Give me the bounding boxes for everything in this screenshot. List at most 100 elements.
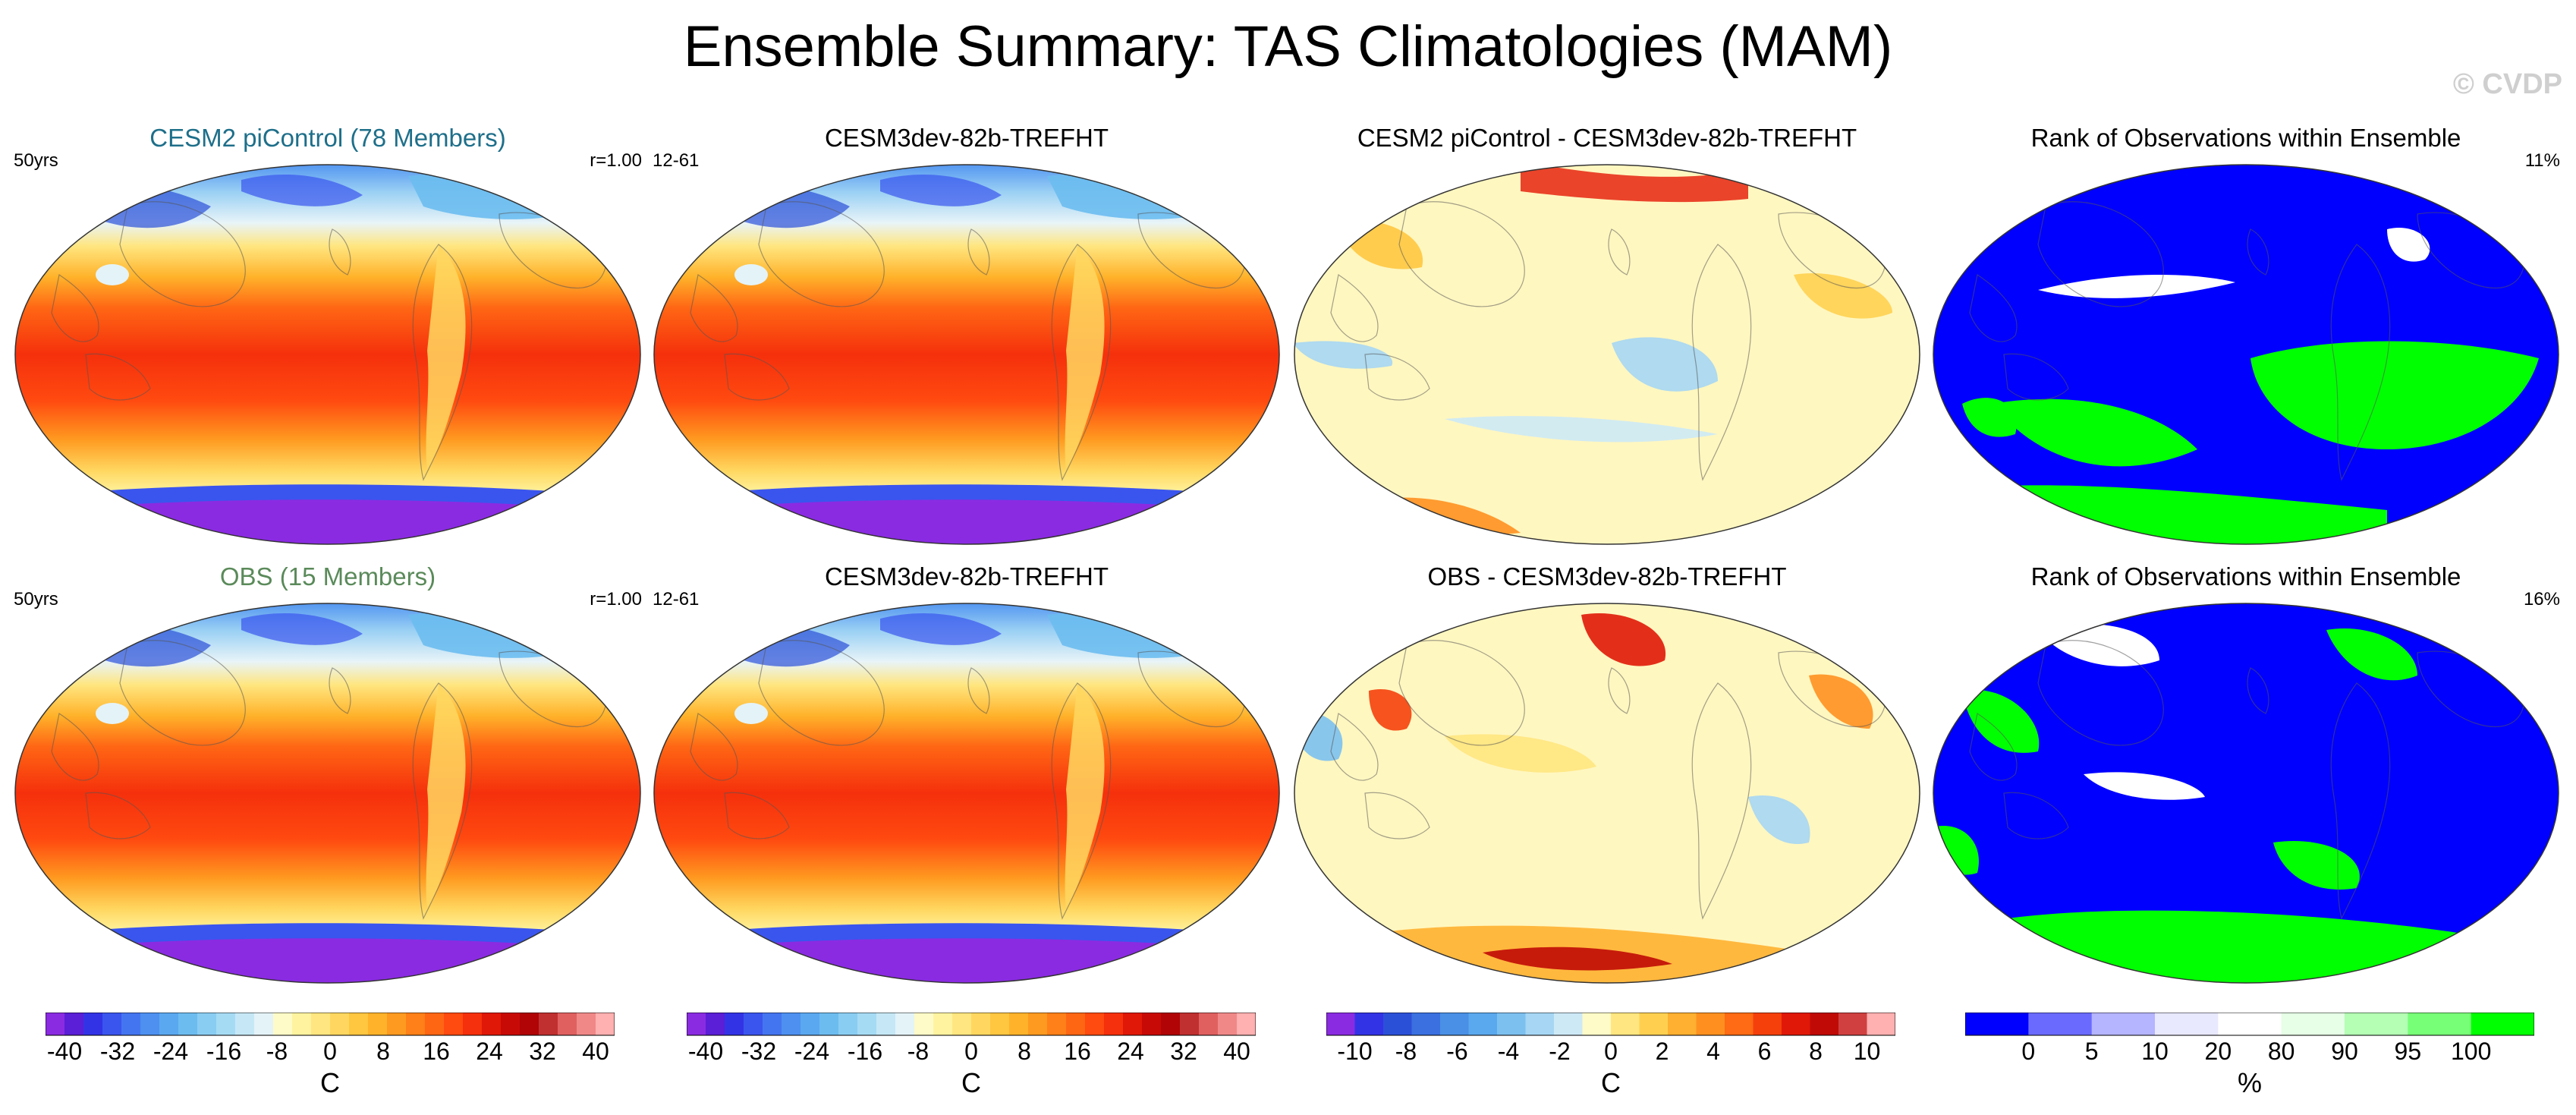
coastline — [2330, 682, 2391, 920]
map-panel: OBS - CESM3dev-82b-TREFHT — [1293, 562, 1921, 987]
panel-title: Rank of Observations within Ensemble — [2030, 124, 2461, 152]
map-border — [653, 164, 1280, 545]
colorbar-swatch — [1867, 1013, 1895, 1035]
coastline — [119, 201, 246, 307]
coastline — [2247, 667, 2269, 714]
panel-left-label: 50yrs — [14, 150, 58, 171]
map-border — [1294, 164, 1920, 545]
colorbar-tick-label: -2 — [1549, 1038, 1570, 1065]
coastline — [1364, 353, 1430, 401]
colorbar-swatch — [1199, 1013, 1219, 1035]
panel-right-label: r=1.00 — [590, 589, 642, 609]
colorbar-swatch — [387, 1013, 407, 1035]
colorbar-swatch — [292, 1013, 312, 1035]
field-background — [15, 165, 640, 544]
colorbar-swatch — [2218, 1013, 2282, 1035]
map-panel: Rank of Observations within Ensemble 16% — [1932, 562, 2560, 987]
coastline — [758, 640, 885, 746]
colorbar-swatch — [577, 1013, 596, 1035]
colorbar-tick-label: -32 — [741, 1038, 776, 1065]
colorbar: -40 -32 -24 -16 -8 0 8 16 24 32 40 C — [46, 1013, 615, 1098]
colorbar-swatch — [763, 1013, 782, 1035]
colorbar-swatch — [463, 1013, 483, 1035]
colorbar-swatch — [273, 1013, 293, 1035]
colorbar-swatch — [687, 1013, 706, 1035]
colorbar-swatch — [857, 1013, 877, 1035]
colorbar-swatch — [1326, 1013, 1355, 1035]
panel-title: CESM2 piControl (78 Members) — [149, 124, 506, 152]
colorbar-swatch — [596, 1013, 615, 1035]
colorbar-swatch — [1725, 1013, 1754, 1035]
colorbar-swatch — [83, 1013, 103, 1035]
colorbar-tick-label: 0 — [1604, 1038, 1618, 1065]
colorbar: 0 5 10 20 80 90 95 100% — [1965, 1013, 2534, 1098]
coastline — [2330, 244, 2391, 481]
colorbar-swatch — [1639, 1013, 1669, 1035]
colorbar-swatch — [1009, 1013, 1029, 1035]
colorbar-tick-label: 4 — [1706, 1038, 1720, 1065]
colorbar-swatch — [1047, 1013, 1067, 1035]
colorbar-swatch — [558, 1013, 577, 1035]
colorbar-swatch — [330, 1013, 350, 1035]
coastline — [967, 667, 990, 714]
colorbar-tick-label: -10 — [1337, 1038, 1372, 1065]
colorbar-swatch — [444, 1013, 464, 1035]
map-field — [1933, 164, 2559, 545]
colorbar-swatch — [990, 1013, 1010, 1035]
colorbar-swatches: -40 -32 -24 -16 -8 0 8 16 24 32 40 — [46, 1013, 615, 1065]
colorbar-swatch — [1085, 1013, 1105, 1035]
coastline — [2037, 640, 2164, 746]
figure-title: Ensemble Summary: TAS Climatologies (MAM… — [683, 14, 1893, 79]
colorbar-swatch — [1066, 1013, 1086, 1035]
colorbar-swatch — [1965, 1013, 2029, 1035]
colorbar-swatch — [368, 1013, 388, 1035]
coastline — [1398, 640, 1525, 746]
colorbar-swatch — [1411, 1013, 1441, 1035]
coastline — [51, 274, 99, 342]
field-background — [1294, 603, 1920, 983]
map-border — [653, 603, 1280, 984]
colorbar-swatch — [1142, 1013, 1162, 1035]
coastline — [1969, 713, 2018, 781]
coastline — [1051, 244, 1112, 481]
colorbar-swatch — [2408, 1013, 2472, 1035]
coastline — [690, 274, 738, 342]
colorbar-swatch — [1383, 1013, 1412, 1035]
colorbar-tick-label: 80 — [2268, 1038, 2295, 1065]
colorbar-tick-label: 0 — [323, 1038, 337, 1065]
colorbar-swatch — [1440, 1013, 1469, 1035]
colorbar-tick-label: 6 — [1758, 1038, 1772, 1065]
map-field — [14, 603, 641, 984]
colorbar-tick-label: 16 — [423, 1038, 450, 1065]
colorbar-swatch — [1468, 1013, 1498, 1035]
coastline — [412, 682, 473, 920]
colorbar-swatch — [1582, 1013, 1612, 1035]
panel-right-label: r=1.00 — [590, 150, 642, 171]
colorbar-swatch — [235, 1013, 255, 1035]
coastline — [1364, 792, 1430, 839]
panel-title: OBS - CESM3dev-82b-TREFHT — [1427, 562, 1787, 591]
colorbar-tick-label: -24 — [794, 1038, 829, 1065]
colorbar-tick-label: -40 — [47, 1038, 82, 1065]
map-field — [1294, 164, 1920, 545]
colorbar-swatch — [876, 1013, 896, 1035]
field-background — [1294, 165, 1920, 544]
map-border — [1933, 603, 2559, 984]
colorbar-tick-label: 24 — [1117, 1038, 1144, 1065]
colorbar-swatch — [1668, 1013, 1697, 1035]
coastline — [1051, 682, 1112, 920]
colorbar-tick-label: -24 — [153, 1038, 188, 1065]
colorbar-unit: C — [320, 1067, 340, 1098]
colorbar-swatch — [1782, 1013, 1810, 1035]
colorbar-swatch — [178, 1013, 198, 1035]
coastline — [1691, 682, 1752, 920]
colorbar-swatch — [933, 1013, 953, 1035]
coastline — [1330, 713, 1379, 781]
colorbar-swatch — [311, 1013, 331, 1035]
coastline — [1691, 244, 1752, 481]
coastline — [119, 640, 246, 746]
colorbar-swatch — [1554, 1013, 1583, 1035]
coastline — [1608, 667, 1631, 714]
colorbar-swatch — [1810, 1013, 1839, 1035]
coastline — [51, 713, 99, 781]
